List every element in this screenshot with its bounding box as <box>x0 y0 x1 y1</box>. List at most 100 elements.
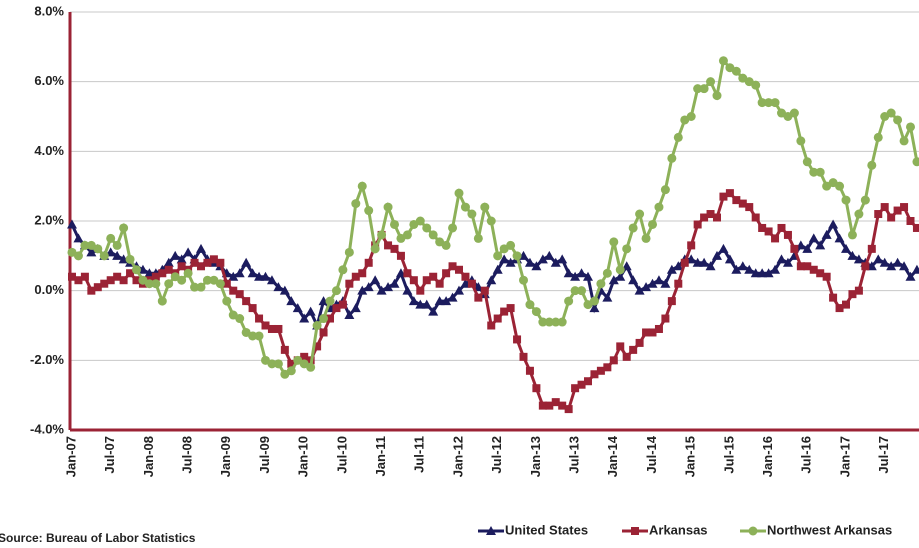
marker <box>197 262 205 271</box>
x-tick-label: Jan-17 <box>837 436 852 477</box>
marker <box>422 223 432 233</box>
marker <box>519 275 528 285</box>
marker <box>687 241 696 250</box>
marker <box>608 275 619 285</box>
x-tick-label: Jul-16 <box>799 436 814 474</box>
marker <box>126 269 135 278</box>
marker <box>422 276 431 285</box>
marker <box>758 223 767 232</box>
marker <box>164 265 173 274</box>
marker <box>771 234 780 243</box>
series <box>67 56 919 379</box>
marker <box>177 275 187 285</box>
marker <box>815 167 825 177</box>
marker <box>680 258 689 267</box>
marker <box>757 98 767 108</box>
marker <box>177 262 186 271</box>
marker <box>350 303 361 313</box>
marker <box>557 317 567 327</box>
marker <box>551 317 561 327</box>
marker <box>874 210 883 219</box>
marker <box>538 401 547 410</box>
marker <box>242 297 251 306</box>
marker <box>861 262 870 271</box>
x-tick-label: Jan-14 <box>605 435 620 477</box>
marker <box>757 268 768 278</box>
marker <box>338 300 347 309</box>
marker <box>750 268 761 278</box>
marker <box>467 209 477 219</box>
marker <box>648 219 657 229</box>
marker <box>563 268 574 278</box>
marker <box>867 160 877 170</box>
marker <box>854 286 863 295</box>
marker <box>435 279 444 288</box>
marker <box>524 257 535 267</box>
marker <box>203 258 212 267</box>
marker <box>751 213 760 222</box>
marker <box>370 244 380 254</box>
marker <box>519 352 528 361</box>
marker <box>222 296 232 306</box>
marker <box>112 240 122 250</box>
marker <box>390 219 399 229</box>
marker <box>731 264 742 274</box>
y-tick-label: 0.0% <box>34 282 64 297</box>
marker <box>570 286 580 296</box>
marker <box>429 272 438 281</box>
marker <box>622 244 632 254</box>
marker <box>847 230 857 240</box>
marker <box>713 213 721 222</box>
marker <box>887 213 896 222</box>
marker <box>312 321 322 330</box>
marker <box>822 272 831 281</box>
x-tick-label: Jul-09 <box>257 436 272 474</box>
marker <box>164 279 174 289</box>
marker <box>235 314 245 324</box>
marker <box>73 251 83 261</box>
marker <box>821 229 832 239</box>
source-note: Source: Bureau of Labor Statistics <box>0 531 196 545</box>
marker <box>384 241 393 250</box>
marker <box>719 192 728 201</box>
marker <box>383 202 393 212</box>
marker <box>544 317 554 327</box>
marker <box>776 254 787 264</box>
marker <box>796 262 805 271</box>
marker <box>564 405 573 414</box>
marker <box>403 269 412 278</box>
marker <box>661 314 670 323</box>
marker <box>512 251 522 261</box>
marker <box>557 254 568 264</box>
marker <box>493 314 502 323</box>
marker <box>119 276 128 285</box>
marker <box>493 251 503 261</box>
marker <box>454 188 464 198</box>
marker <box>396 251 405 260</box>
marker <box>241 257 252 267</box>
marker <box>802 157 812 167</box>
marker <box>596 366 605 375</box>
marker <box>473 233 483 243</box>
x-tick-label: Jul-13 <box>567 436 582 474</box>
marker <box>299 313 310 323</box>
marker <box>113 272 122 281</box>
marker <box>641 233 651 243</box>
marker <box>609 356 618 365</box>
marker <box>506 240 516 250</box>
y-tick-label: 4.0% <box>34 143 64 158</box>
marker <box>364 258 373 267</box>
marker <box>706 210 715 219</box>
marker <box>86 247 97 257</box>
marker <box>803 262 812 271</box>
marker <box>590 370 599 379</box>
marker <box>537 254 548 264</box>
marker <box>763 268 774 278</box>
marker <box>183 247 194 257</box>
marker <box>525 300 535 310</box>
legend-label: United States <box>505 522 588 537</box>
marker <box>235 290 244 299</box>
series-line <box>71 191 919 412</box>
marker <box>731 66 741 76</box>
marker <box>737 261 748 271</box>
